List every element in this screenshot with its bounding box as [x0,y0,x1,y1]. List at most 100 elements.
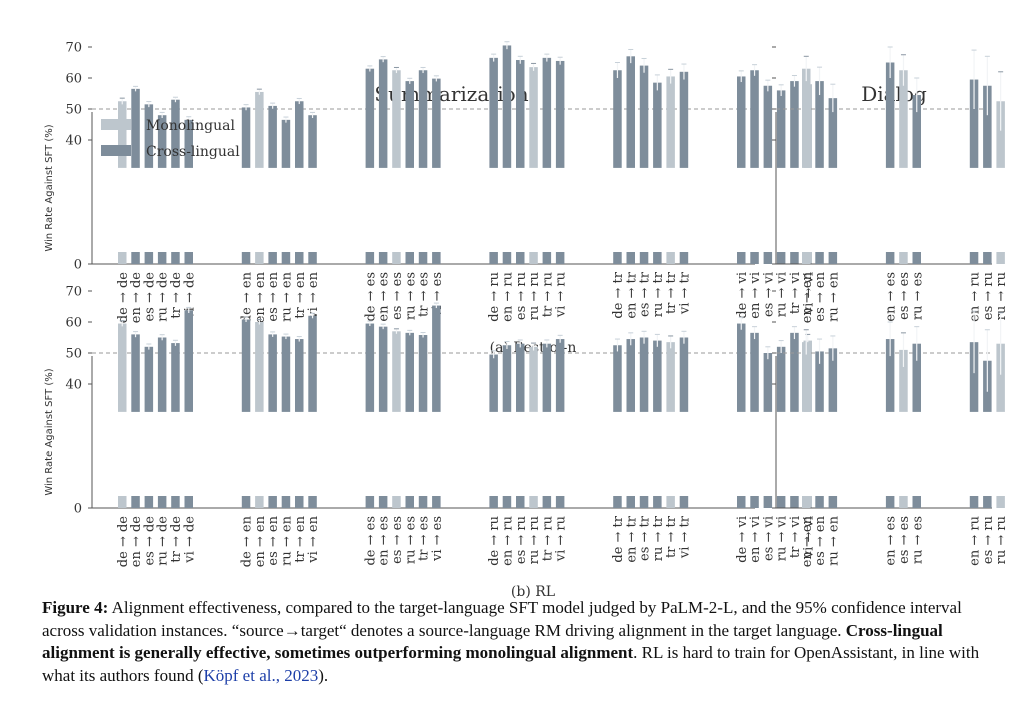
bar-stub [184,252,193,264]
bar [144,104,154,168]
bar [828,98,838,168]
bar [613,70,622,168]
bar [737,76,746,168]
citation-link[interactable]: Köpf et al., 2023 [203,665,319,685]
x-tick-label: ru → tr [651,515,666,561]
bar [418,70,428,168]
bar-stub [365,496,375,508]
bar [653,82,662,168]
x-tick-label: tr → vi [788,272,803,314]
bar [912,95,921,168]
bar-stub [626,252,635,264]
x-tick-label: tr → es [417,272,432,317]
x-tick-label: de → es [363,516,378,566]
x-tick-label: de → vi [735,272,750,319]
bar [241,319,251,412]
x-tick-label: vi → vi [801,272,816,315]
bar [639,65,649,168]
x-tick-label: de → vi [735,516,750,563]
bar-stub [776,252,786,264]
x-tick-label: tr → tr [664,271,679,314]
bar-stub [790,496,799,508]
bar-stub [255,496,264,508]
x-tick-label: de → tr [611,515,626,562]
bar [378,59,388,168]
bar [157,115,167,168]
bar-stub [996,496,1005,508]
legend-label-mono: Monolingual [146,118,236,134]
bar-stub [653,496,662,508]
bar [502,345,512,412]
bar-stub [365,252,375,264]
bar [184,119,193,168]
x-tick-label: en → ru [500,516,515,566]
x-tick-label: ru → en [279,515,294,565]
x-tick-label: tr → de [169,272,184,319]
bar [542,57,552,168]
bar [996,343,1005,412]
bar-stub [295,496,304,508]
bar-stub [750,496,759,508]
x-tick-label: es → ru [981,272,996,320]
bar-stub [378,496,388,508]
bar [899,349,908,412]
bar [555,60,565,168]
x-tick-label: ru → en [826,515,841,565]
x-tick-label: tr → ru [540,516,555,561]
bar-stub [626,496,635,508]
x-tick-label: es → en [266,515,281,565]
bar [295,101,304,168]
y-tick-label: 60 [65,316,82,331]
bar-stub [899,252,908,264]
x-tick-label: ru → de [156,516,171,566]
caption-text-3: ). [318,665,329,685]
bar-stub [542,496,552,508]
bar [405,81,414,168]
bar-stub [763,252,773,264]
legend-swatch-mono [101,119,131,130]
bar-stub [418,496,428,508]
x-tick-label: vi → vi [801,516,816,559]
bar-stub [378,252,388,264]
bar-stub [144,252,154,264]
bar [679,337,689,412]
bar [118,323,127,412]
bar-stub [969,496,979,508]
x-tick-label: tr → de [169,516,184,563]
bar-stub [144,496,154,508]
bar [737,323,746,412]
x-tick-label: es → tr [638,271,653,317]
bar [516,343,525,412]
bar [308,115,317,168]
bar [432,305,441,412]
bar [750,332,759,412]
bar [365,68,375,168]
x-tick-label: vi → ru [554,516,569,562]
bar-stub [776,496,786,508]
bar [255,91,264,168]
bar-stub [405,252,414,264]
bar-stub [268,496,277,508]
bar [969,342,979,412]
bar-stub [281,496,291,508]
bar-stub [489,252,498,264]
bar [912,343,921,412]
bar-stub [802,252,811,264]
bar-stub [555,252,565,264]
y-tick-label: 40 [65,134,82,149]
bar [815,81,824,168]
x-tick-label: vi → ru [554,272,569,318]
bar-stub [516,496,525,508]
bar-stub [281,252,291,264]
bar-stub [295,252,304,264]
bar-stub [613,496,622,508]
bar [996,101,1005,168]
x-tick-label: es → en [813,271,828,321]
